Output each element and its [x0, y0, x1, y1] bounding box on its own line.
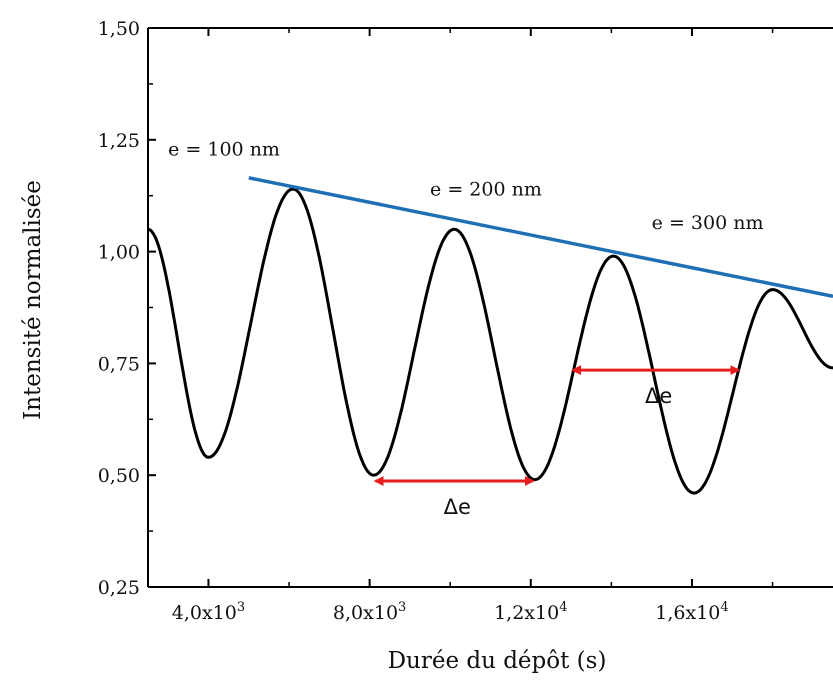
delta-label: Δe: [444, 495, 471, 519]
x-tick-label: 1,6x104: [655, 600, 728, 624]
plot-frame: [147, 27, 833, 588]
delta-label: Δe: [645, 384, 672, 408]
y-tick-label: 1,25: [98, 130, 140, 152]
axis-ticks: 0,25 0,50 0,75 1,00 1,25 1,50 4,0x103 8,0x103 1,…: [98, 18, 774, 624]
y-tick-label: 1,50: [98, 18, 140, 40]
x-axis-title: Durée du dépôt (s): [388, 648, 607, 674]
x-tick-label: 1,2x104: [494, 600, 567, 624]
thickness-annotation: e = 100 nm: [168, 138, 280, 160]
thickness-annotation: e = 200 nm: [430, 179, 542, 201]
series-line: [147, 187, 833, 495]
x-tick-label: 4,0x103: [172, 600, 245, 624]
thickness-annotation: e = 300 nm: [652, 212, 764, 234]
envelope-line: [248, 176, 833, 299]
y-tick-label: 0,50: [98, 465, 140, 487]
x-tick-label: 8,0x103: [333, 600, 406, 624]
annotations: e = 100 nm e = 200 nm e = 300 nm Δe Δe: [168, 138, 763, 519]
y-tick-label: 0,25: [98, 577, 140, 599]
y-axis-title: Intensité normalisée: [20, 180, 46, 420]
y-tick-label: 1,00: [98, 242, 140, 264]
y-tick-label: 0,75: [98, 353, 140, 375]
plot-data: [147, 176, 833, 495]
